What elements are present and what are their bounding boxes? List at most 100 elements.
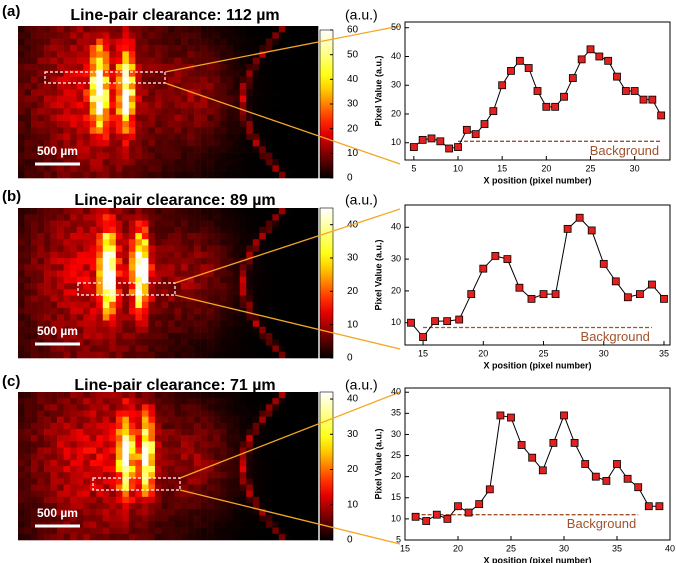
- heatmap-pixel: [253, 64, 260, 71]
- heatmap-pixel: [272, 26, 279, 33]
- heatmap-pixel: [168, 404, 175, 410]
- heatmap-pixel: [116, 64, 123, 71]
- heatmap-pixel: [142, 121, 149, 128]
- heatmap-pixel: [259, 96, 266, 103]
- heatmap-pixel: [207, 214, 214, 221]
- heatmap-pixel: [285, 51, 292, 58]
- heatmap-pixel: [285, 26, 292, 33]
- heatmap-pixel: [96, 214, 103, 221]
- heatmap-pixel: [279, 153, 286, 160]
- heatmap-pixel: [18, 64, 25, 71]
- heatmap-pixel: [135, 314, 142, 321]
- heatmap-pixel: [259, 534, 266, 540]
- heatmap-pixel: [103, 314, 110, 321]
- heatmap-pixel: [51, 491, 58, 497]
- heatmap-pixel: [253, 45, 260, 52]
- x-tick-label: 25: [585, 163, 595, 173]
- heatmap-pixel: [103, 115, 110, 122]
- heatmap-pixel: [272, 221, 279, 228]
- heatmap-pixel: [220, 289, 227, 296]
- heatmap-pixel: [90, 277, 97, 284]
- heatmap-pixel: [38, 423, 45, 429]
- heatmap-pixel: [122, 214, 129, 221]
- heatmap-pixel: [148, 115, 155, 122]
- heatmap-pixel: [214, 70, 221, 77]
- heatmap-pixel: [168, 411, 175, 417]
- colorbar-tick-label: 30: [347, 99, 359, 110]
- heatmap-pixel: [135, 392, 142, 398]
- heatmap-pixel: [214, 491, 221, 497]
- heatmap-pixel: [38, 51, 45, 58]
- heatmap-pixel: [188, 314, 195, 321]
- heatmap-pixel: [116, 522, 123, 528]
- heatmap-pixel: [161, 108, 168, 115]
- heatmap-pixel: [253, 296, 260, 303]
- heatmap-pixel: [109, 411, 116, 417]
- heatmap-pixel: [18, 32, 25, 39]
- heatmap-pixel: [135, 308, 142, 315]
- heatmap-pixel: [207, 246, 214, 253]
- heatmap-pixel: [220, 45, 227, 52]
- heatmap-pixel: [233, 146, 240, 153]
- heatmap-pixel: [266, 503, 273, 509]
- heatmap-pixel: [31, 83, 38, 90]
- heatmap-pixel: [83, 283, 90, 290]
- heatmap-pixel: [233, 83, 240, 90]
- heatmap-pixel: [155, 277, 162, 284]
- heatmap-pixel: [83, 252, 90, 259]
- heatmap-pixel: [298, 333, 305, 340]
- heatmap-pixel: [18, 454, 25, 460]
- y-tick-label: 20: [391, 108, 401, 118]
- heatmap-pixel: [175, 423, 182, 429]
- x-tick-label: 15: [400, 543, 410, 553]
- heatmap-pixel: [207, 115, 214, 122]
- heatmap-pixel: [272, 448, 279, 454]
- heatmap-pixel: [194, 314, 201, 321]
- heatmap-pixel: [220, 503, 227, 509]
- heatmap-pixel: [161, 534, 168, 540]
- heatmap-pixel: [83, 246, 90, 253]
- heatmap-pixel: [311, 404, 318, 410]
- heatmap-pixel: [142, 140, 149, 147]
- heatmap-pixel: [161, 302, 168, 309]
- heatmap-pixel: [51, 441, 58, 447]
- heatmap-pixel: [109, 302, 116, 309]
- heatmap-pixel: [103, 58, 110, 65]
- heatmap-pixel: [96, 423, 103, 429]
- heatmap-pixel: [305, 417, 312, 423]
- heatmap-pixel: [253, 491, 260, 497]
- heatmap-pixel: [135, 417, 142, 423]
- data-point: [476, 501, 483, 508]
- heatmap-pixel: [253, 26, 260, 33]
- heatmap-pixel: [155, 466, 162, 472]
- heatmap-pixel: [220, 89, 227, 96]
- heatmap-pixel: [292, 146, 299, 153]
- heatmap-pixel: [64, 221, 71, 228]
- heatmap-pixel: [227, 252, 234, 259]
- heatmap-pixel: [168, 140, 175, 147]
- heatmap-pixel: [142, 58, 149, 65]
- heatmap-pixel: [311, 239, 318, 246]
- heatmap-pixel: [259, 283, 266, 290]
- heatmap-pixel: [96, 522, 103, 528]
- heatmap-pixel: [135, 321, 142, 328]
- heatmap-pixel: [253, 134, 260, 141]
- heatmap-pixel: [233, 39, 240, 46]
- heatmap-pixel: [207, 321, 214, 328]
- heatmap-pixel: [148, 102, 155, 109]
- heatmap-pixel: [298, 423, 305, 429]
- heatmap-pixel: [70, 64, 77, 71]
- heatmap-pixel: [181, 264, 188, 271]
- heatmap-pixel: [64, 423, 71, 429]
- heatmap-pixel: [83, 522, 90, 528]
- heatmap-pixel: [77, 172, 84, 179]
- heatmap-pixel: [70, 58, 77, 65]
- heatmap-pixel: [311, 283, 318, 290]
- heatmap-pixel: [181, 102, 188, 109]
- heatmap-pixel: [90, 302, 97, 309]
- heatmap-pixel: [181, 58, 188, 65]
- heatmap-pixel: [220, 165, 227, 172]
- heatmap-pixel: [38, 246, 45, 253]
- data-point: [582, 461, 589, 468]
- heatmap-pixel: [116, 239, 123, 246]
